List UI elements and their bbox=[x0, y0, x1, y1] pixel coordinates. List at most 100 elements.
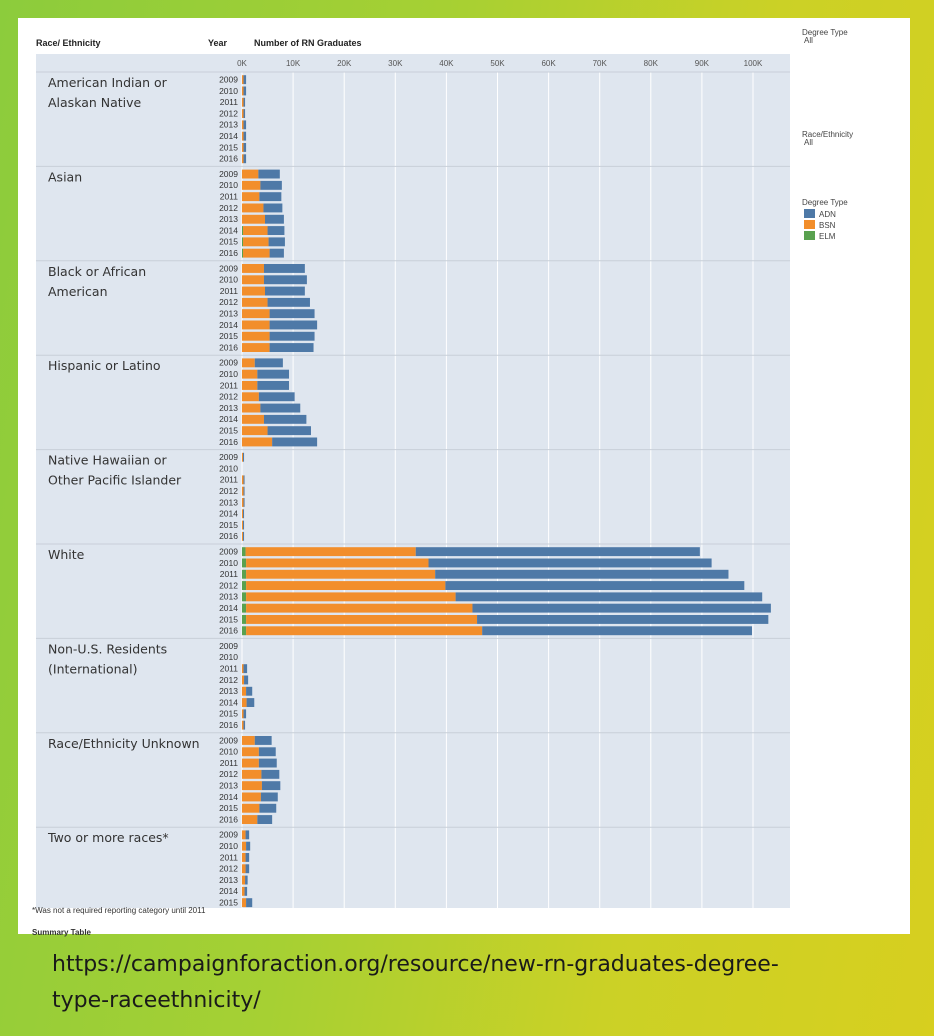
footnote: *Was not a required reporting category u… bbox=[32, 906, 206, 915]
bar-segment-adn bbox=[260, 403, 301, 413]
year-label: 2009 bbox=[219, 641, 238, 651]
bar-segment-adn bbox=[267, 297, 310, 307]
bar-segment-adn bbox=[261, 769, 280, 779]
year-label: 2015 bbox=[219, 709, 238, 719]
bar-segment-bsn bbox=[242, 475, 244, 485]
bar-segment-adn bbox=[264, 286, 305, 296]
year-label: 2015 bbox=[219, 237, 238, 247]
bar-segment-bsn bbox=[242, 275, 264, 285]
bar-segment-bsn bbox=[246, 592, 456, 602]
bar-segment-bsn bbox=[242, 698, 247, 707]
bar-segment-adn bbox=[245, 864, 250, 874]
bar-segment-elm bbox=[242, 237, 244, 247]
bar-segment-bsn bbox=[242, 86, 244, 96]
year-label: 2011 bbox=[220, 569, 239, 579]
header-value: Number of RN Graduates bbox=[254, 38, 362, 48]
legend-title: Degree Type bbox=[802, 198, 848, 207]
bar-segment-bsn bbox=[242, 180, 261, 190]
bar-segment-bsn bbox=[243, 226, 268, 235]
bar-segment-adn bbox=[258, 747, 276, 757]
bar-segment-bsn bbox=[242, 769, 262, 779]
year-label: 2015 bbox=[219, 331, 238, 341]
bar-segment-bsn bbox=[242, 437, 273, 447]
bar-segment-adn bbox=[445, 581, 745, 590]
bar-segment-bsn bbox=[245, 547, 416, 557]
source-url-line2[interactable]: type-raceethnicity/ bbox=[52, 988, 261, 1013]
group-label: Native Hawaiian or bbox=[48, 453, 168, 468]
bar-segment-bsn bbox=[242, 264, 264, 273]
bar-segment-adn bbox=[415, 547, 700, 557]
bar-segment-adn bbox=[243, 498, 245, 507]
x-tick-label-top: 50K bbox=[490, 59, 505, 68]
bar-segment-adn bbox=[259, 803, 277, 813]
bar-segment-bsn bbox=[242, 864, 246, 874]
bar-segment-adn bbox=[243, 131, 247, 141]
year-label: 2016 bbox=[219, 531, 238, 541]
bar-segment-bsn bbox=[242, 109, 244, 118]
year-label: 2011 bbox=[220, 758, 239, 768]
bar-segment-adn bbox=[243, 109, 246, 118]
plot-background bbox=[36, 54, 790, 908]
bar-segment-adn bbox=[258, 169, 280, 179]
year-label: 2014 bbox=[219, 697, 238, 707]
bar-segment-bsn bbox=[246, 603, 473, 613]
bar-segment-adn bbox=[263, 275, 307, 285]
year-label: 2012 bbox=[219, 769, 238, 779]
year-label: 2010 bbox=[219, 841, 238, 851]
bar-segment-adn bbox=[245, 853, 250, 862]
bar-segment-bsn bbox=[242, 120, 244, 130]
bar-segment-bsn bbox=[243, 248, 270, 258]
filter-race-value[interactable]: All bbox=[804, 138, 813, 147]
legend-swatch-elm bbox=[804, 231, 815, 240]
header-race: Race/ Ethnicity bbox=[36, 38, 101, 48]
year-label: 2015 bbox=[219, 803, 238, 813]
x-tick-label-top: 80K bbox=[644, 59, 659, 68]
bar-segment-bsn bbox=[242, 841, 247, 851]
group-label: Hispanic or Latino bbox=[48, 358, 161, 373]
filter-degree-value[interactable]: All bbox=[804, 36, 813, 45]
year-label: 2010 bbox=[219, 275, 238, 285]
bar-segment-adn bbox=[260, 792, 278, 802]
bar-segment-adn bbox=[243, 531, 245, 541]
year-label: 2011 bbox=[220, 475, 239, 485]
bar-segment-bsn bbox=[243, 237, 269, 247]
bar-segment-bsn bbox=[242, 498, 244, 507]
source-url[interactable]: https://campaignforaction.org/resource/n… bbox=[52, 947, 779, 1019]
bar-segment-adn bbox=[245, 875, 248, 885]
bar-segment-adn bbox=[243, 143, 247, 152]
year-label: 2011 bbox=[220, 664, 239, 674]
bar-segment-bsn bbox=[242, 709, 244, 719]
group-label: Non-U.S. Residents bbox=[48, 641, 167, 656]
legend-swatch-adn bbox=[804, 209, 815, 218]
bar-segment-adn bbox=[477, 615, 769, 624]
summary-table-label-visible[interactable]: Summary Table bbox=[32, 928, 91, 937]
year-label: 2014 bbox=[219, 792, 238, 802]
bar-segment-bsn bbox=[242, 169, 259, 179]
bar-segment-bsn bbox=[242, 131, 244, 141]
year-label: 2010 bbox=[219, 463, 238, 473]
year-label: 2014 bbox=[219, 414, 238, 424]
header-year: Year bbox=[208, 38, 228, 48]
year-label: 2012 bbox=[219, 864, 238, 874]
bar-segment-adn bbox=[244, 886, 248, 896]
bar-segment-adn bbox=[428, 558, 712, 568]
chart-panel: 0K0K10K10K20K20K30K30K40K40K50K50K60K60K… bbox=[18, 18, 910, 934]
bar-segment-bsn bbox=[246, 581, 446, 590]
year-label: 2012 bbox=[219, 580, 238, 590]
bar-segment-adn bbox=[258, 758, 277, 768]
bar-segment-bsn bbox=[242, 664, 244, 674]
year-label: 2014 bbox=[219, 886, 238, 896]
bar-segment-bsn bbox=[242, 381, 258, 390]
source-url-line1[interactable]: https://campaignforaction.org/resource/n… bbox=[52, 952, 779, 977]
year-label: 2016 bbox=[219, 248, 238, 258]
bar-segment-bsn bbox=[242, 747, 259, 757]
year-label: 2012 bbox=[219, 392, 238, 402]
bar-segment-adn bbox=[267, 226, 285, 235]
year-label: 2009 bbox=[219, 547, 238, 557]
bar-segment-bsn bbox=[242, 143, 244, 152]
bar-segment-bsn bbox=[242, 675, 245, 685]
year-label: 2013 bbox=[219, 309, 238, 319]
bar-segment-adn bbox=[264, 214, 284, 224]
year-label: 2015 bbox=[219, 898, 238, 908]
bar-segment-bsn bbox=[242, 509, 244, 519]
